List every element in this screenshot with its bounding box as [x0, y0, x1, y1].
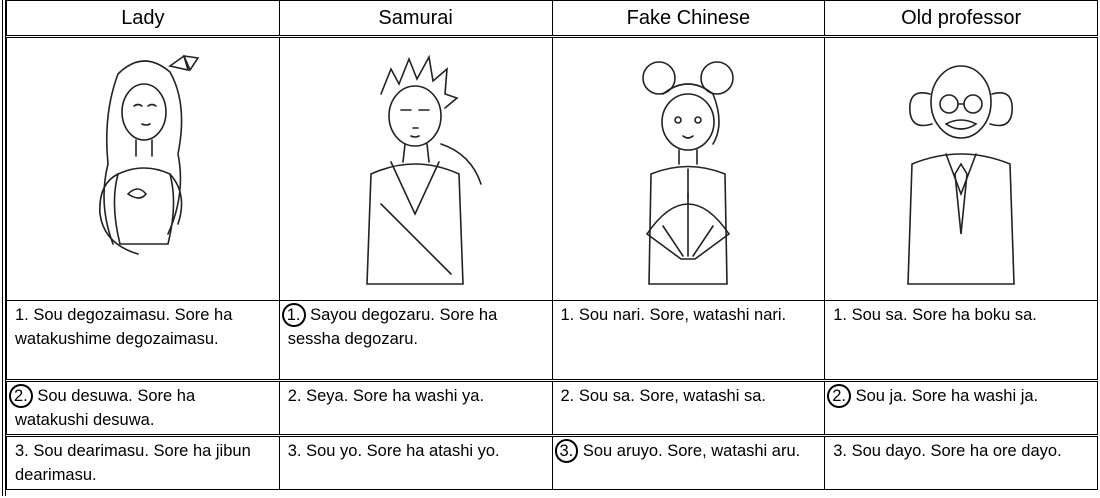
lady-sketch [98, 54, 200, 255]
answer-number: 1. [15, 306, 29, 324]
illustration-cell [551, 36, 826, 301]
answer-cell: 3. Sou yo. Sore ha atashi yo. [278, 435, 553, 490]
circled-number: 3. [554, 439, 579, 463]
answer-row: 2. Sou desuwa. Sore ha watakushi desuwa.… [6, 380, 1098, 437]
answer-cell: 2. Sou sa. Sore, watashi sa. [551, 380, 826, 437]
answer-cell: 1. Sou sa. Sore ha boku sa. [824, 300, 1098, 382]
answer-text: Seya. Sore ha washi ya. [306, 387, 485, 405]
answer-row: 1. Sou degozaimasu. Sore ha watakushime … [6, 300, 1098, 382]
answer-text: Sou sa. Sore ha boku sa. [851, 306, 1037, 324]
header-cell: Old professor [824, 0, 1098, 38]
answer-number: 1. [560, 306, 575, 324]
answer-text: Sou dearimasu. Sore ha jibun dearimasu. [15, 442, 251, 484]
answer-number: 2. [287, 387, 302, 405]
answer-text: Sou desuwa. Sore ha watakushi desuwa. [15, 387, 196, 429]
answer-text: Sayou degozaru. Sore ha sessha degozaru. [287, 306, 498, 348]
answer-text: Sou sa. Sore, watashi sa. [578, 387, 766, 405]
circled-number: 2. [9, 384, 33, 408]
answer-number: 3. [833, 442, 848, 460]
answer-cell: 2. Seya. Sore ha washi ya. [278, 380, 553, 437]
answer-number: 3. [287, 442, 302, 460]
header-cell: Fake Chinese [551, 0, 826, 38]
answer-number: 1. [833, 306, 848, 324]
samurai-sketch [365, 54, 482, 285]
answer-row: 3. Sou dearimasu. Sore ha jibun dearimas… [6, 435, 1098, 490]
answer-cell: 2. Sou desuwa. Sore ha watakushi desuwa. [6, 380, 280, 437]
answer-text: Sou nari. Sore, watashi nari. [578, 306, 787, 324]
answer-cell: 1. Sayou degozaru. Sore ha sessha degoza… [278, 300, 553, 382]
circled-number: 1. [281, 303, 306, 327]
table: Lady Samurai Fake Chinese Old professor [6, 0, 1098, 490]
circled-number: 2. [827, 384, 852, 408]
illustration-cell [278, 36, 553, 301]
answer-cell: 1. Sou nari. Sore, watashi nari. [551, 300, 826, 382]
illustration-cell [6, 36, 280, 301]
answer-text: Sou degozaimasu. Sore ha watakushime deg… [15, 306, 233, 348]
answer-number: 3. [15, 442, 29, 460]
header-row: Lady Samurai Fake Chinese Old professor [6, 0, 1098, 38]
header-cell: Samurai [278, 0, 553, 38]
answer-cell: 3. Sou aruyo. Sore, watashi aru. [551, 435, 826, 490]
answer-text: Sou dayo. Sore ha ore dayo. [851, 442, 1062, 460]
illustration-row [6, 36, 1098, 301]
answer-cell: 3. Sou dayo. Sore ha ore dayo. [824, 435, 1098, 490]
answer-cell: 3. Sou dearimasu. Sore ha jibun dearimas… [6, 435, 280, 490]
chinese-girl-sketch [642, 61, 735, 285]
answer-number: 2. [560, 387, 575, 405]
header-cell: Lady [6, 0, 280, 38]
answer-text: Sou aruyo. Sore, watashi aru. [582, 442, 801, 460]
answer-text: Sou yo. Sore ha atashi yo. [306, 442, 500, 460]
illustration-cell [824, 36, 1098, 301]
answer-text: Sou ja. Sore ha washi ja. [855, 387, 1039, 405]
answer-cell: 1. Sou degozaimasu. Sore ha watakushime … [6, 300, 280, 382]
professor-sketch [907, 65, 1015, 285]
answer-cell: 2. Sou ja. Sore ha washi ja. [824, 380, 1098, 437]
